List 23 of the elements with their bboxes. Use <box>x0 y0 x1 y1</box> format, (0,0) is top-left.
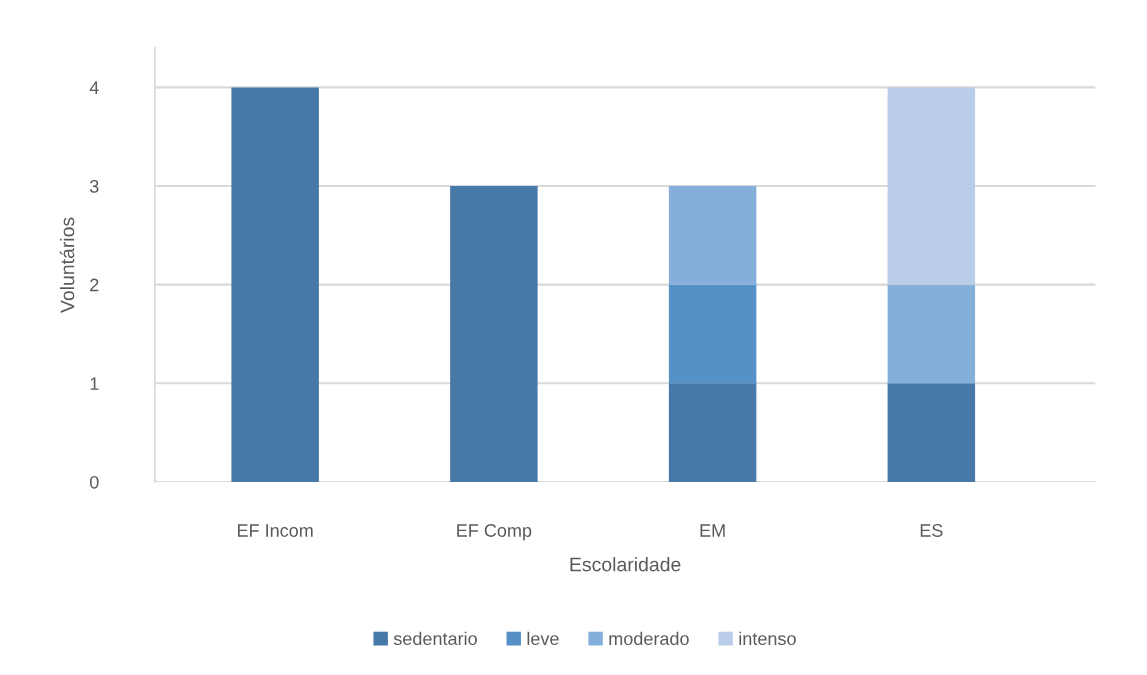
bar <box>450 186 538 482</box>
y-tick-label: 3 <box>89 179 99 193</box>
y-axis-title: Voluntários <box>59 217 75 313</box>
bar <box>887 284 976 384</box>
x-tick-label: EF Incom <box>238 524 313 537</box>
bar <box>668 383 757 482</box>
legend-label: intenso <box>739 631 796 646</box>
bar <box>887 383 976 482</box>
bar <box>668 284 757 384</box>
y-tick-label: 1 <box>90 377 99 390</box>
x-axis-title: Escolaridade <box>570 557 681 572</box>
bar <box>668 186 757 285</box>
y-tick-label: 2 <box>90 278 99 292</box>
bar <box>887 87 976 285</box>
bar <box>231 87 319 482</box>
legend-label: leve <box>527 631 559 646</box>
x-tick-label: ES <box>920 524 943 537</box>
x-tick-label: EM <box>700 524 725 537</box>
x-tick-label: EF Comp <box>457 524 532 541</box>
y-tick-label: 4 <box>89 81 99 94</box>
legend-label: sedentario <box>393 631 477 646</box>
legend-label: moderado <box>609 631 689 646</box>
y-tick-label: 0 <box>89 475 99 489</box>
